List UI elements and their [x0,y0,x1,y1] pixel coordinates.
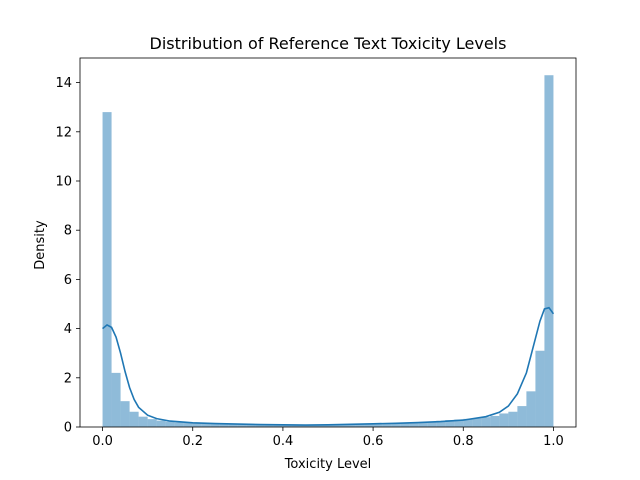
histogram-bar [409,422,419,427]
histogram-bar [490,415,500,427]
histogram-bar [129,411,139,427]
histogram-bar [364,424,374,427]
histogram-bar [382,423,392,427]
y-tick-label: 6 [64,273,72,288]
histogram-bar [201,423,211,427]
histogram-bar [282,424,292,427]
y-axis-ticks: 0 2 4 6 8 10 12 14 [55,76,80,436]
histogram-bar [111,372,121,427]
histogram-bar [300,424,310,427]
x-axis-label: Toxicity Level [284,457,372,472]
x-axis-ticks: 0.0 0.2 0.4 0.6 0.8 1.0 [92,427,564,449]
histogram-bar [418,422,428,427]
histogram-bar [174,422,184,427]
histogram-bar [228,424,238,427]
histogram-bar [255,424,265,427]
histogram-bar [165,421,175,427]
x-tick-label: 0.6 [363,434,384,449]
histogram-bar [183,422,193,427]
histogram-bar [544,75,554,427]
histogram-bar [102,112,112,428]
x-tick-label: 0.0 [92,434,113,449]
y-tick-label: 2 [64,371,72,386]
histogram-bar [391,423,401,427]
histogram-bar [355,424,365,427]
histogram-bar [120,401,130,427]
histogram-bar [138,416,148,427]
histogram-bar [481,417,491,427]
y-tick-label: 0 [64,421,72,436]
histogram-bar [192,423,202,427]
histogram-bar [156,420,166,427]
histogram-bar [526,391,536,427]
histogram-bar [463,418,473,427]
histogram-bar [237,424,247,427]
kde-line [102,306,555,426]
histogram-bar [436,420,446,427]
x-tick-label: 0.2 [182,434,203,449]
histogram-bar [291,424,301,427]
histogram-bar [535,350,545,427]
histogram-bar [445,420,455,427]
histogram-bar [246,424,256,427]
histogram-bar [264,424,274,427]
y-axis-label: Density [33,220,48,270]
histogram-bar [400,423,410,427]
histogram-bar [454,419,464,427]
histogram-bar [328,424,338,427]
histogram-bars [102,75,554,428]
x-tick-label: 1.0 [543,434,564,449]
plot-frame [79,57,577,428]
histogram-bar [318,424,328,427]
y-tick-label: 4 [64,322,72,337]
histogram-bar [508,411,518,427]
histogram-bar [210,423,220,427]
y-tick-label: 12 [55,125,72,140]
chart-title: Distribution of Reference Text Toxicity … [150,34,507,53]
histogram-bar [499,413,509,427]
histogram-bar [337,424,347,427]
y-tick-label: 10 [55,175,72,190]
histogram-bar [147,419,157,427]
histogram-bar [219,424,229,427]
histogram-bar [309,424,319,427]
histogram-bar [427,421,437,427]
histogram-bar [472,418,482,427]
histogram-bar [517,406,527,427]
histogram-bar [346,424,356,427]
x-tick-label: 0.8 [453,434,474,449]
y-tick-label: 8 [64,224,72,239]
histogram-bar [273,424,283,427]
x-tick-label: 0.4 [273,434,294,449]
y-tick-label: 14 [55,76,72,91]
histogram-bar [373,423,383,427]
